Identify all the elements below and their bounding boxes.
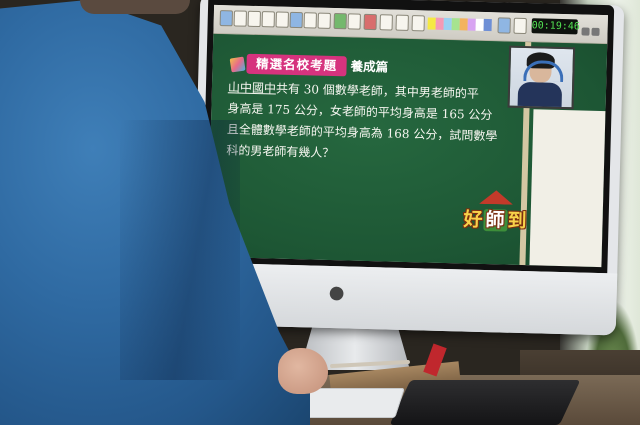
person-hair	[80, 0, 190, 14]
session-clock: 00:19:46	[531, 18, 580, 35]
screen: 00:19:46 精選名校考題 養成篇 山中國中共有 30 個數學老師，其中男老…	[207, 4, 608, 268]
shape-tool-icon[interactable]	[275, 11, 289, 28]
tablet	[389, 380, 581, 425]
zoom-icon[interactable]	[347, 13, 361, 30]
logo-char-3: 到	[507, 209, 528, 233]
school-name: 山中國中	[227, 80, 277, 96]
color-palette[interactable]	[427, 17, 492, 32]
brand-logo: 好師到	[462, 201, 529, 239]
logo-char-1: 好	[463, 208, 484, 231]
undo-icon[interactable]	[303, 12, 317, 29]
header-badge: 精選名校考題	[246, 53, 347, 77]
settings-icon[interactable]	[395, 14, 409, 31]
clear-icon[interactable]	[363, 13, 377, 31]
pen-tool-icon[interactable]	[233, 10, 247, 27]
side-panel	[529, 109, 606, 268]
text-tool-icon[interactable]	[261, 11, 275, 28]
apple-logo-icon: ●	[328, 281, 345, 304]
pointer-tool-icon[interactable]	[219, 10, 233, 27]
problem-line-1: 共有 30 個數學老師，其中男老師的平	[275, 81, 479, 101]
problem-text: 山中國中共有 30 個數學老師，其中男老師的平 身高是 175 公分，女老師的平…	[225, 77, 528, 205]
header-suffix: 養成篇	[350, 58, 389, 75]
hand	[278, 348, 328, 394]
logo-char-2: 師	[483, 209, 508, 232]
person-shade	[120, 120, 240, 380]
record-icon[interactable]	[513, 17, 527, 35]
page-icon[interactable]	[333, 13, 347, 30]
problem-line-3: 且全體數學老師的平均身高為 168 公分，試問數學	[226, 122, 498, 144]
webcam-feed[interactable]	[507, 45, 576, 110]
grid-icon[interactable]	[379, 14, 393, 31]
problem-line-4: 科的男老師有幾人？	[226, 143, 335, 161]
headset-icon	[523, 59, 564, 83]
redo-icon[interactable]	[317, 12, 331, 29]
book-icon	[229, 56, 246, 73]
problem-line-2: 身高是 175 公分，女老師的平均身高是 165 公分	[227, 101, 493, 123]
lock-icon[interactable]	[411, 15, 425, 32]
eraser-tool-icon[interactable]	[247, 10, 261, 28]
screen-share-icon[interactable]	[497, 17, 511, 34]
window-controls[interactable]	[581, 21, 604, 36]
monitor-bezel: 00:19:46 精選名校考題 養成篇 山中國中共有 30 個數學老師，其中男老…	[201, 0, 615, 274]
teacher-body	[517, 81, 563, 109]
image-tool-icon[interactable]	[289, 11, 303, 29]
